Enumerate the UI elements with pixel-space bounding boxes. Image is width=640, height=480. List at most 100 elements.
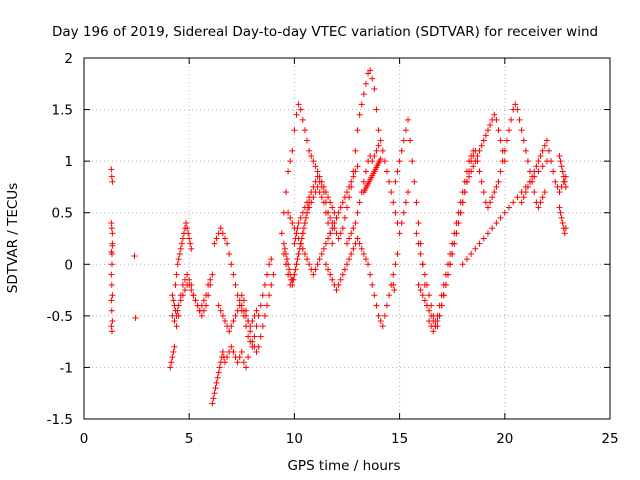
data-point (531, 189, 538, 196)
data-point (240, 312, 247, 319)
data-point (108, 261, 115, 268)
data-point (510, 199, 517, 206)
data-point (282, 189, 289, 196)
data-point (322, 199, 329, 206)
data-point (314, 261, 321, 268)
data-point (337, 230, 344, 237)
data-point (285, 168, 292, 175)
data-point (362, 256, 369, 263)
data-point (394, 250, 401, 257)
data-point (518, 127, 525, 134)
data-point (405, 189, 412, 196)
data-point (482, 132, 489, 139)
data-point (282, 250, 289, 257)
data-point (360, 250, 367, 257)
data-point (329, 204, 336, 211)
data-point (369, 158, 376, 165)
data-point (224, 240, 231, 247)
data-point (350, 245, 357, 252)
data-point (301, 127, 308, 134)
data-point (175, 312, 182, 319)
data-point (548, 158, 555, 165)
data-point (184, 225, 191, 232)
data-point (535, 158, 542, 165)
data-point (367, 271, 374, 278)
data-point (375, 127, 382, 134)
data-point (398, 147, 405, 154)
data-point (344, 240, 350, 247)
data-point (203, 302, 210, 309)
data-point (411, 178, 418, 185)
x-tick-label: 15 (391, 431, 408, 447)
data-point (402, 199, 409, 206)
data-point (228, 343, 235, 350)
y-tick-label: 0.5 (52, 206, 73, 222)
data-point (314, 168, 321, 175)
data-point (346, 194, 353, 201)
data-point (383, 302, 390, 309)
data-point (259, 292, 266, 299)
data-point (291, 240, 298, 247)
data-point (344, 189, 350, 196)
data-point (415, 220, 422, 227)
data-point (535, 204, 542, 211)
data-point (184, 271, 191, 278)
data-point (289, 281, 296, 288)
data-point (348, 250, 355, 257)
data-point (350, 173, 357, 180)
data-point (213, 379, 220, 386)
data-point (169, 292, 176, 299)
data-point (174, 307, 181, 314)
data-point (339, 225, 346, 232)
data-point (438, 302, 445, 309)
data-point (493, 183, 500, 190)
data-point (304, 256, 311, 263)
data-point (362, 168, 369, 175)
data-point (520, 137, 527, 144)
data-point (352, 147, 359, 154)
data-point (108, 166, 115, 173)
x-axis-label: GPS time / hours (287, 458, 400, 474)
data-point (327, 214, 334, 221)
data-point (299, 116, 306, 123)
data-point (379, 323, 386, 330)
data-point (398, 220, 405, 227)
data-point (188, 281, 195, 288)
data-point (522, 147, 529, 154)
data-point (400, 209, 407, 216)
data-point (299, 230, 306, 237)
data-point (373, 302, 380, 309)
data-point (459, 261, 466, 268)
data-point (508, 116, 515, 123)
data-point (415, 240, 422, 247)
data-point (289, 147, 296, 154)
data-point (240, 359, 247, 366)
data-point (108, 307, 115, 314)
data-point (290, 276, 297, 283)
data-point (341, 214, 348, 221)
data-point (459, 199, 466, 206)
data-point (232, 281, 239, 288)
data-point (108, 220, 115, 227)
data-point (463, 256, 470, 263)
data-point (257, 302, 264, 309)
data-point (495, 127, 502, 134)
data-point (545, 147, 552, 154)
data-point (489, 194, 496, 201)
data-point (170, 348, 177, 355)
data-point (169, 312, 176, 319)
data-point (354, 209, 361, 216)
data-point (179, 235, 186, 242)
data-point (234, 359, 241, 366)
data-point (413, 230, 420, 237)
data-point (514, 194, 521, 201)
data-point (301, 250, 308, 257)
data-point (318, 194, 325, 201)
data-point (371, 85, 378, 92)
data-point (354, 163, 361, 170)
data-point (354, 127, 361, 134)
data-point (285, 261, 292, 268)
data-point (109, 292, 116, 299)
data-point (232, 312, 239, 319)
data-point (190, 292, 197, 299)
